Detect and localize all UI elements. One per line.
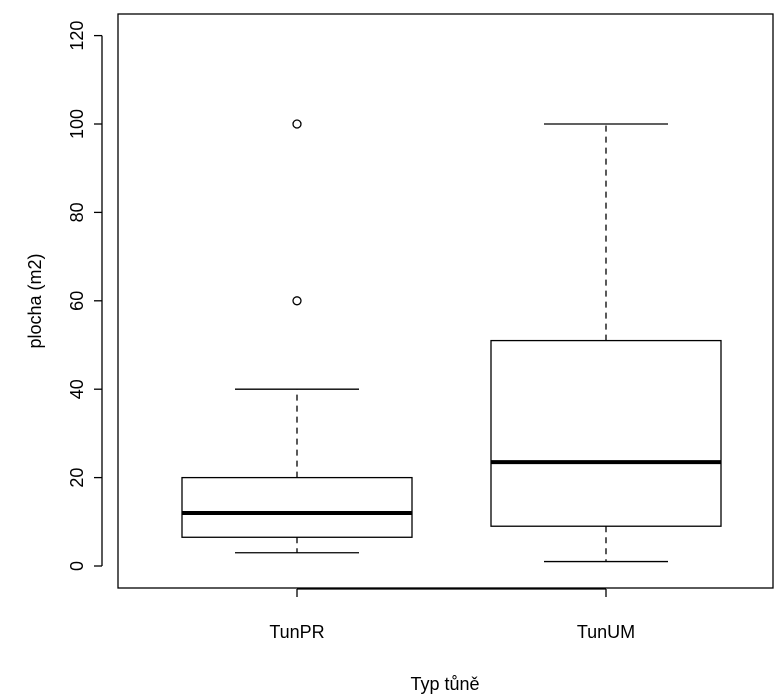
boxes bbox=[181, 119, 722, 563]
y-tick-label: 100 bbox=[67, 109, 87, 139]
y-axis: 0 20 40 60 80 100 120 bbox=[67, 21, 103, 571]
y-axis-title: plocha (m2) bbox=[25, 253, 45, 348]
y-tick-label: 20 bbox=[67, 468, 87, 488]
x-tick-label: TunUM bbox=[577, 622, 635, 642]
box-iqr bbox=[490, 339, 722, 527]
plot-frame bbox=[117, 13, 774, 589]
x-tick-label: TunPR bbox=[269, 622, 324, 642]
outlier-point bbox=[292, 296, 302, 306]
x-axis: TunPR TunUM bbox=[269, 588, 635, 642]
box-TunPR bbox=[181, 119, 413, 554]
box-iqr bbox=[181, 476, 413, 538]
x-axis-title: Typ tůně bbox=[410, 674, 479, 694]
y-tick-label: 0 bbox=[67, 561, 87, 571]
y-tick-label: 60 bbox=[67, 291, 87, 311]
y-tick-label: 80 bbox=[67, 202, 87, 222]
box-TunUM bbox=[490, 123, 722, 563]
outlier-point bbox=[292, 119, 302, 129]
y-tick-label: 40 bbox=[67, 379, 87, 399]
y-tick-label: 120 bbox=[67, 21, 87, 51]
